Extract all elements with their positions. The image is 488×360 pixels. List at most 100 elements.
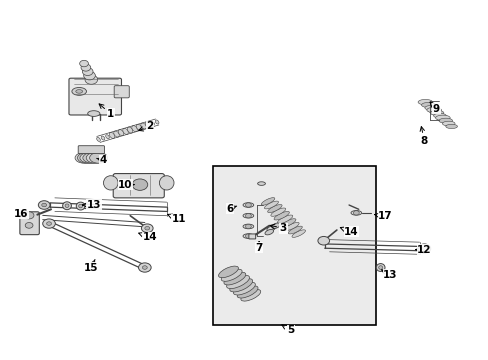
Ellipse shape xyxy=(429,111,443,115)
Text: 6: 6 xyxy=(226,203,236,213)
Ellipse shape xyxy=(229,279,252,292)
Ellipse shape xyxy=(76,202,85,210)
Ellipse shape xyxy=(264,201,278,209)
Ellipse shape xyxy=(105,135,109,139)
Ellipse shape xyxy=(79,204,82,208)
Circle shape xyxy=(353,211,359,215)
Text: 7: 7 xyxy=(255,242,262,253)
Ellipse shape xyxy=(122,128,128,134)
Ellipse shape xyxy=(243,203,253,207)
Ellipse shape xyxy=(257,182,265,185)
Ellipse shape xyxy=(89,153,107,163)
Ellipse shape xyxy=(159,176,174,190)
Circle shape xyxy=(85,75,98,84)
Text: 16: 16 xyxy=(14,209,28,219)
Ellipse shape xyxy=(80,153,100,163)
Ellipse shape xyxy=(145,122,151,128)
FancyBboxPatch shape xyxy=(248,234,255,239)
Ellipse shape xyxy=(271,223,280,229)
Ellipse shape xyxy=(226,275,249,289)
Circle shape xyxy=(38,201,50,209)
Ellipse shape xyxy=(375,264,384,271)
Circle shape xyxy=(42,219,55,228)
FancyBboxPatch shape xyxy=(113,174,164,198)
Text: 5: 5 xyxy=(281,325,294,335)
Circle shape xyxy=(132,179,147,190)
FancyBboxPatch shape xyxy=(69,78,121,115)
Ellipse shape xyxy=(155,120,159,124)
Ellipse shape xyxy=(266,226,275,231)
Ellipse shape xyxy=(150,121,154,125)
FancyBboxPatch shape xyxy=(20,212,39,235)
Ellipse shape xyxy=(75,153,93,163)
Ellipse shape xyxy=(136,124,142,130)
Circle shape xyxy=(245,234,251,238)
FancyBboxPatch shape xyxy=(114,86,129,98)
Ellipse shape xyxy=(436,116,448,121)
Text: 10: 10 xyxy=(118,180,134,190)
Circle shape xyxy=(142,266,147,269)
Text: 17: 17 xyxy=(374,211,392,221)
Ellipse shape xyxy=(65,204,69,207)
Ellipse shape xyxy=(141,123,146,129)
Ellipse shape xyxy=(433,113,446,118)
Text: 15: 15 xyxy=(84,260,99,273)
Ellipse shape xyxy=(97,138,100,141)
Ellipse shape xyxy=(233,282,255,295)
Ellipse shape xyxy=(237,286,258,298)
Text: 13: 13 xyxy=(82,200,101,210)
Ellipse shape xyxy=(427,109,439,113)
Circle shape xyxy=(25,222,33,228)
Ellipse shape xyxy=(267,204,282,213)
Circle shape xyxy=(245,203,251,207)
Circle shape xyxy=(245,224,251,229)
Circle shape xyxy=(83,71,95,80)
Ellipse shape xyxy=(76,90,82,93)
Ellipse shape xyxy=(424,105,437,110)
Circle shape xyxy=(421,247,426,250)
Ellipse shape xyxy=(378,266,382,269)
Text: 2: 2 xyxy=(139,121,153,131)
Circle shape xyxy=(24,212,34,219)
Ellipse shape xyxy=(62,202,71,210)
Ellipse shape xyxy=(264,229,273,235)
Circle shape xyxy=(141,224,153,233)
Ellipse shape xyxy=(417,99,432,105)
Ellipse shape xyxy=(284,222,299,230)
Circle shape xyxy=(82,68,93,76)
Text: 3: 3 xyxy=(269,223,286,233)
Ellipse shape xyxy=(72,87,86,95)
Ellipse shape xyxy=(421,103,434,108)
Text: 8: 8 xyxy=(419,127,427,146)
Text: 11: 11 xyxy=(167,214,186,224)
Ellipse shape xyxy=(350,211,361,215)
Ellipse shape xyxy=(243,213,253,218)
Ellipse shape xyxy=(291,230,305,237)
Ellipse shape xyxy=(445,124,457,129)
Ellipse shape xyxy=(103,176,118,190)
Text: 4: 4 xyxy=(97,156,107,165)
Text: 13: 13 xyxy=(381,270,397,280)
Ellipse shape xyxy=(243,224,253,229)
Ellipse shape xyxy=(277,215,292,224)
Ellipse shape xyxy=(241,289,260,301)
Bar xyxy=(212,166,375,325)
Ellipse shape xyxy=(270,208,285,216)
Ellipse shape xyxy=(132,126,137,132)
Ellipse shape xyxy=(426,107,441,113)
Ellipse shape xyxy=(224,272,245,285)
Text: 1: 1 xyxy=(99,104,114,119)
Circle shape xyxy=(417,244,430,253)
Ellipse shape xyxy=(273,211,289,220)
Ellipse shape xyxy=(243,234,253,238)
Text: 9: 9 xyxy=(429,102,439,113)
Circle shape xyxy=(245,213,251,218)
Ellipse shape xyxy=(118,130,123,136)
Ellipse shape xyxy=(86,153,105,163)
Circle shape xyxy=(46,222,51,225)
Ellipse shape xyxy=(127,127,133,133)
Ellipse shape xyxy=(435,115,449,121)
Ellipse shape xyxy=(261,198,274,205)
Ellipse shape xyxy=(82,153,102,163)
Ellipse shape xyxy=(101,136,104,140)
